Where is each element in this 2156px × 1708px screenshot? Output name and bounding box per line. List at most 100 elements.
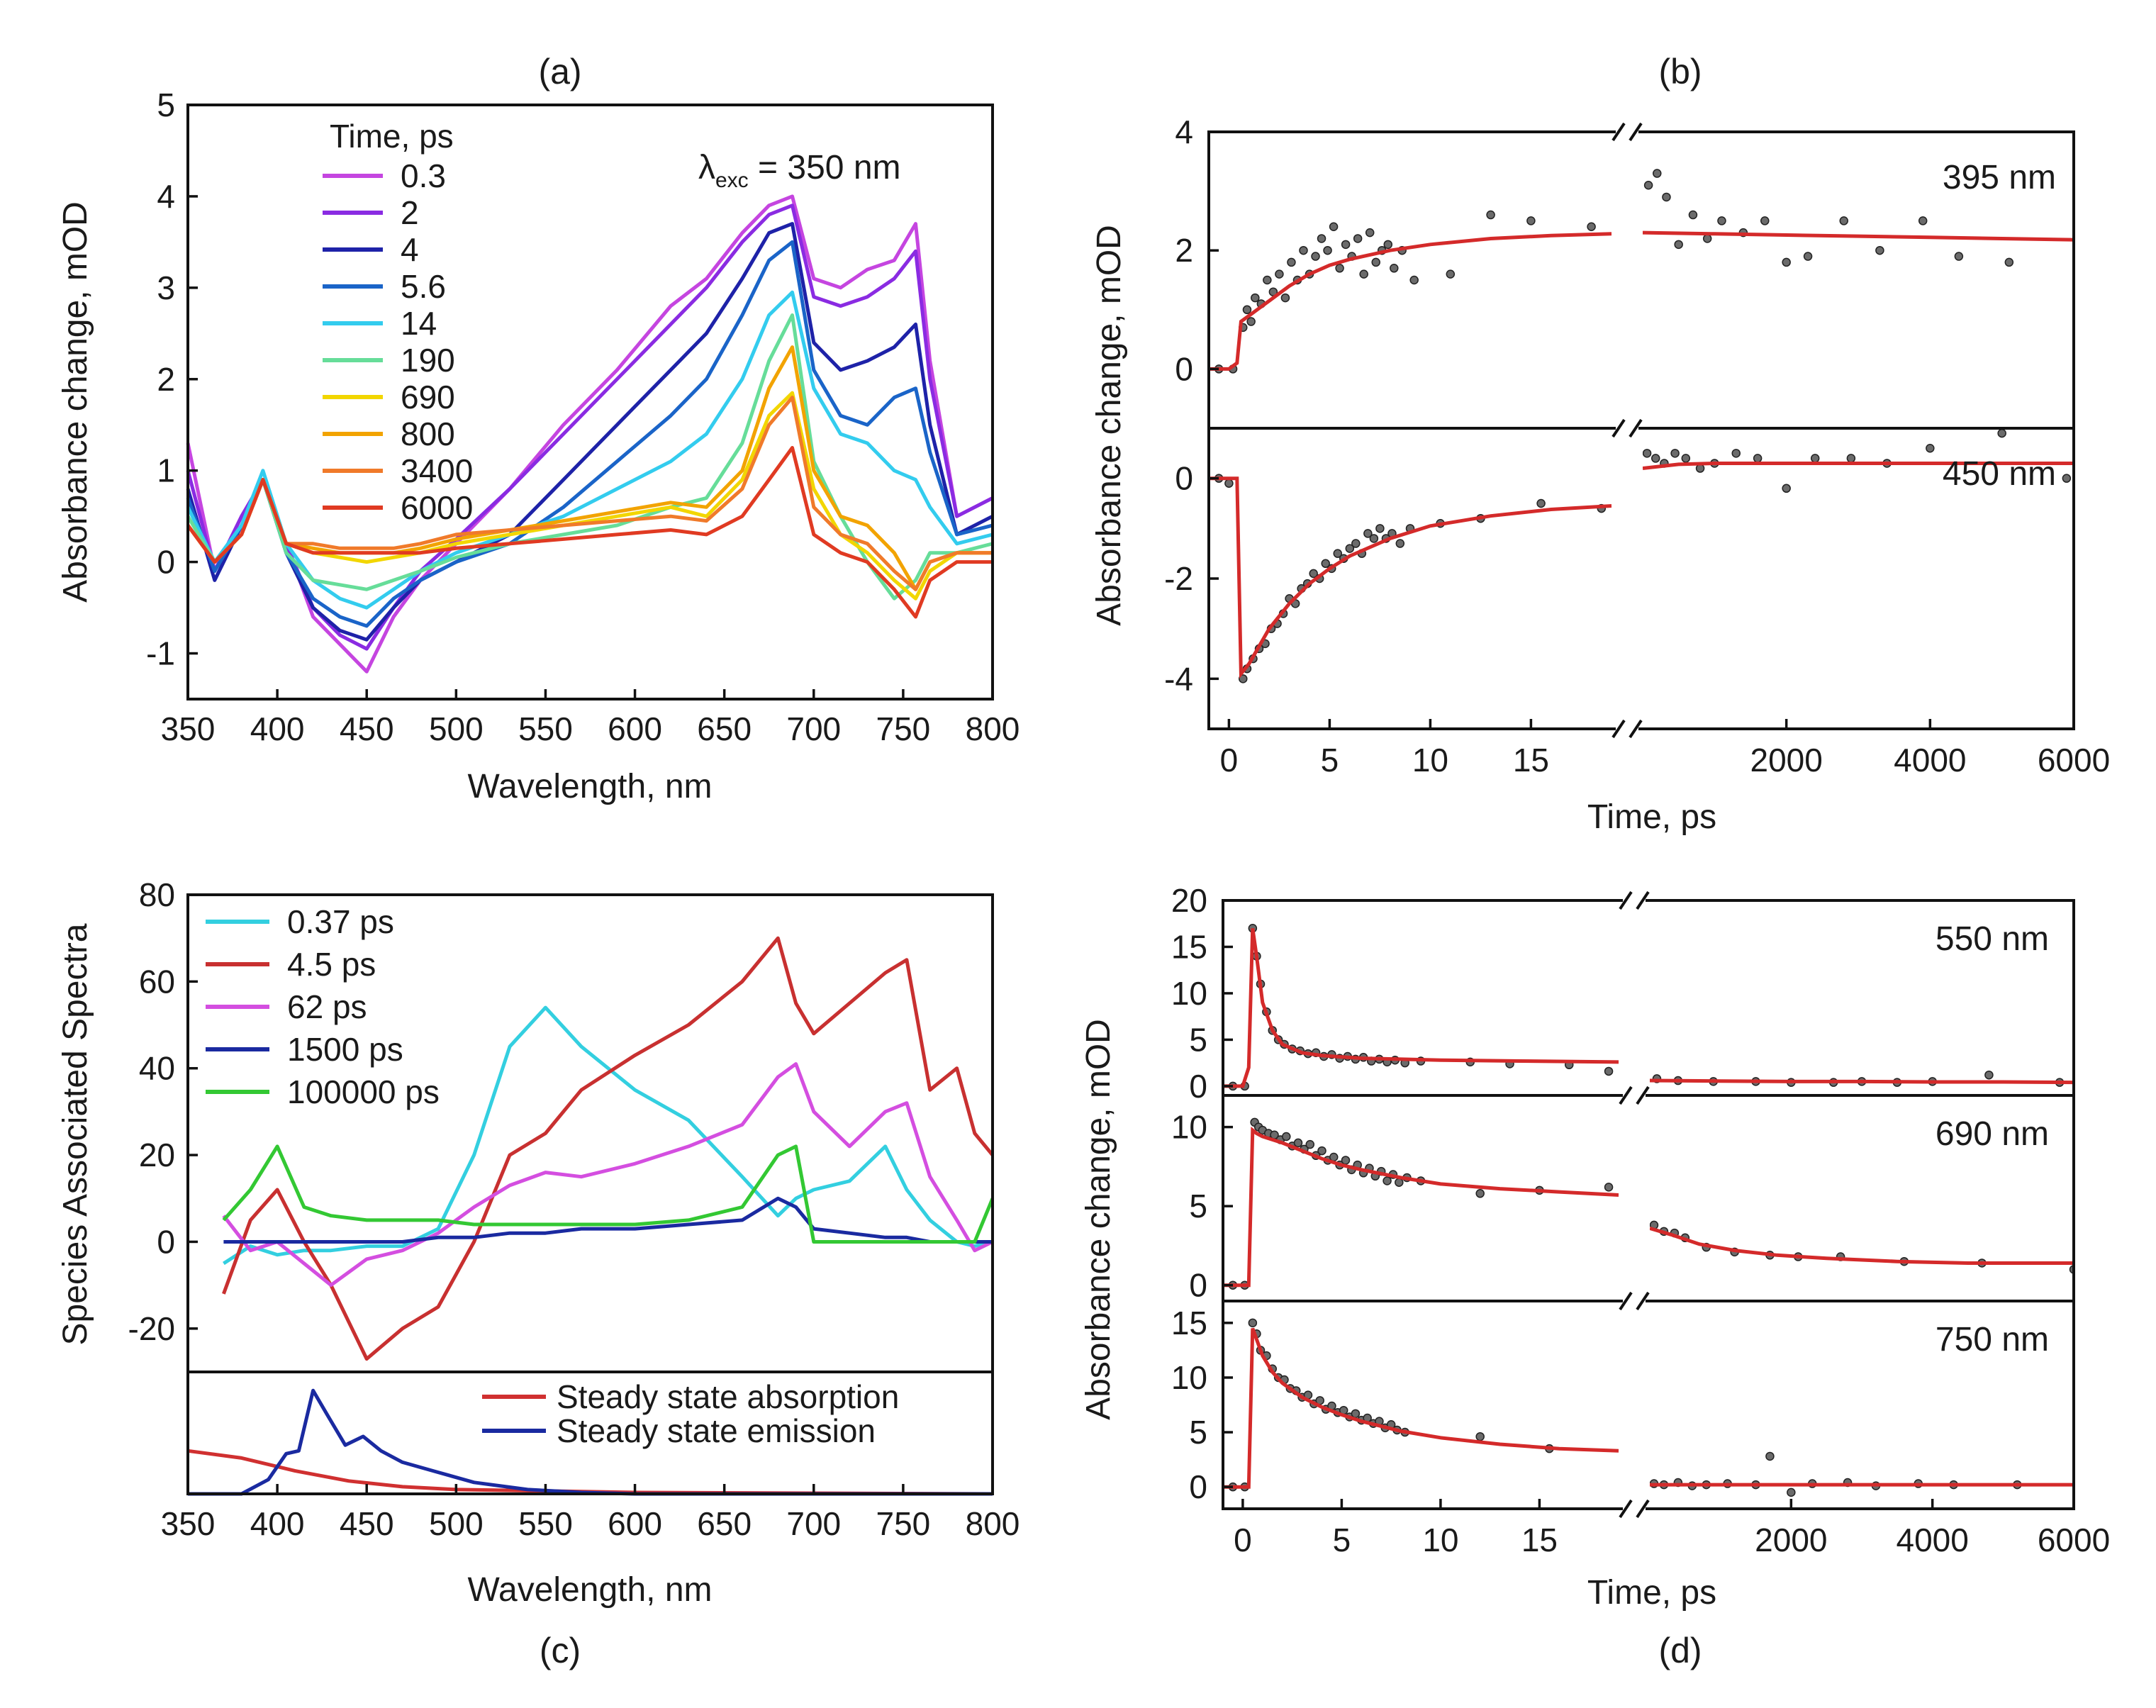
panel-b-data-point — [1317, 234, 1326, 243]
panel-b-data-point — [1702, 234, 1712, 243]
panel-b-xtick-label: 10 — [1412, 742, 1448, 778]
panel-a-xtick-label: 700 — [786, 710, 841, 747]
panel-c-ytick-label: 20 — [139, 1137, 175, 1173]
panel-d-axis-break-mark — [1636, 1291, 1650, 1311]
panel-c-legend-label: 100000 ps — [287, 1073, 440, 1110]
panel-a-legend-label: 4 — [401, 231, 419, 268]
panel-d-xtick-label: 10 — [1422, 1522, 1458, 1558]
panel-c-ytick-label: 40 — [139, 1050, 175, 1087]
panel-d-data-point — [1282, 1132, 1291, 1142]
panel-c-series-line — [222, 1144, 993, 1244]
panel-b-data-point — [1329, 222, 1339, 232]
panel-d-data-point — [1293, 1138, 1303, 1148]
panel-d-data-point — [1475, 1189, 1485, 1198]
panel-b-data-point — [1275, 269, 1284, 279]
panel-a-series-line — [186, 396, 993, 591]
panel-d-data-point — [1475, 1431, 1485, 1441]
panel-d-ytick-label: 20 — [1171, 882, 1207, 919]
panel-b-xtick-label: 2000 — [1750, 742, 1822, 778]
panel-a-ytick-label: 4 — [157, 178, 175, 215]
panel-c-legend-label: 62 ps — [287, 988, 367, 1025]
panel-d-ytick-label: 5 — [1189, 1021, 1207, 1058]
panel-b-data-point — [1409, 275, 1419, 285]
panel-d-data-point — [1984, 1070, 1994, 1080]
panel-c-frame — [186, 893, 994, 1495]
panel-b-subplot: 0 2 4 395 nm — [1175, 113, 2074, 387]
panel-b-data-point — [1242, 305, 1252, 315]
panel-d-wavelength-label: 550 nm — [1936, 920, 2049, 958]
panel-d-data-point — [1305, 1139, 1315, 1149]
panel-d-ylabel: Absorbance change, mOD — [1080, 1019, 1117, 1420]
panel-a-legend-label: 2 — [401, 194, 419, 231]
panel-b-data-point — [1363, 529, 1373, 538]
panel-a-xtick-label: 500 — [429, 710, 484, 747]
panel-b-ytick-label: 2 — [1175, 232, 1193, 269]
panel-c-label: (c) — [540, 1631, 581, 1670]
panel-b-fit-line — [1643, 230, 2074, 242]
panel-c-ylabel: Species Associated Spectra — [57, 923, 94, 1345]
panel-c-xtick-label: 400 — [250, 1505, 305, 1542]
panel-b-data-point — [1351, 539, 1361, 548]
panel-d-subplot: 0 5 10 690 nm — [1171, 1109, 2074, 1304]
panel-b-data-point — [1918, 216, 1928, 225]
panel-a-xtick-label: 550 — [518, 710, 573, 747]
panel-b-data-point — [1341, 240, 1351, 250]
panel-a-xtick-label: 650 — [697, 710, 752, 747]
panel-a-ytick-label: 2 — [157, 361, 175, 398]
panel-d-frame — [1222, 899, 2075, 1510]
panel-a-ytick-label: -1 — [146, 635, 175, 672]
panel-b-fit-line — [1209, 476, 1612, 679]
panel-d-data-point — [1317, 1146, 1326, 1156]
panel-a-xlabel: Wavelength, nm — [467, 768, 712, 805]
panel-b-data-point — [1369, 534, 1379, 543]
panel-d-fit-line — [1223, 1327, 1619, 1489]
panel-b-data-point — [1717, 216, 1726, 225]
panel-d-xtick-label: 0 — [1234, 1522, 1252, 1558]
panel-b-data-point — [1674, 240, 1683, 250]
panel-d-data-point — [1395, 1178, 1404, 1187]
panel-b: 0 2 4 395 nm -4 -2 0 450 nm 0 5 10 15 2000 4000 6000 (… — [1090, 52, 2110, 836]
panel-d-fit-line — [1650, 1227, 2074, 1265]
panel-b-data-point — [1803, 252, 1813, 261]
panel-c-xtick-label: 500 — [429, 1505, 484, 1542]
panel-a-xtick-label: 400 — [250, 710, 305, 747]
panel-a-legend-label: 690 — [401, 379, 455, 415]
panel-b-data-point — [1681, 454, 1691, 463]
panel-a-series-line — [186, 313, 993, 601]
panel-b-data-point — [2004, 257, 2014, 267]
panel-b-axis-break-mark — [1612, 719, 1626, 739]
panel-b-data-point — [1375, 524, 1385, 533]
panel-b-data-point — [1526, 216, 1536, 225]
panel-b-data-point — [1251, 293, 1260, 303]
annot-prefix: λ — [698, 149, 715, 186]
panel-a-ytick-label: 0 — [157, 544, 175, 581]
panel-b-data-point — [1353, 234, 1363, 243]
panel-c-xtick-label: 800 — [966, 1505, 1020, 1542]
panel-d-ytick-label: 10 — [1171, 975, 1207, 1012]
panel-d-xtick-label: 2000 — [1755, 1522, 1827, 1558]
panel-b-data-point — [1653, 169, 1662, 178]
panel-c-xtick-label: 550 — [518, 1505, 573, 1542]
panel-b-ylabel: Absorbance change, mOD — [1090, 225, 1128, 626]
panel-b-data-point — [1782, 257, 1791, 267]
panel-b-data-point — [1224, 479, 1234, 488]
panel-b-data-point — [1287, 257, 1296, 267]
panel-d-fit-line — [1223, 927, 1619, 1088]
panel-b-data-point — [1383, 240, 1393, 250]
panel-b-data-point — [1309, 569, 1318, 579]
panel-a-xtick-label: 350 — [161, 710, 216, 747]
panel-b-data-point — [1321, 559, 1330, 569]
panel-b-data-point — [1365, 228, 1375, 238]
panel-b-data-point — [1323, 245, 1332, 255]
panel-b-xtick-label: 6000 — [2038, 742, 2110, 778]
panel-a-series-lines — [186, 194, 994, 674]
panel-b-data-point — [1446, 269, 1456, 279]
panel-b-ytick-label: -2 — [1164, 560, 1193, 597]
panel-d-ytick-label: 0 — [1189, 1267, 1207, 1304]
panel-b-ytick-label: 0 — [1175, 350, 1193, 387]
panel-a-xtick-label: 450 — [340, 710, 394, 747]
panel-b-data-point — [1263, 275, 1272, 285]
panel-c-ticks: 350 400 450 500 550 600 650 700 750 800 -20 0 20 40 60… — [128, 876, 1020, 1542]
panel-a-series-line — [186, 290, 993, 610]
